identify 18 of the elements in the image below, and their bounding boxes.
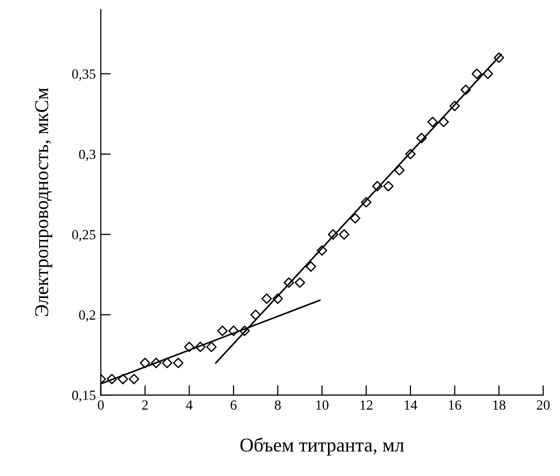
y-axis-title: Электропроводность, мкСм (35, 88, 52, 316)
y-tick-label: 0,15 (72, 390, 96, 402)
y-tick-label: 0,25 (72, 230, 96, 242)
y-tick-label: 0,3 (79, 150, 96, 162)
x-tick-label: 12 (360, 400, 372, 410)
x-tick-label: 0 (98, 400, 104, 410)
x-tick-label: 10 (316, 400, 328, 410)
y-tick-label: 0,35 (72, 69, 96, 81)
x-tick-label: 20 (536, 400, 550, 410)
x-tick-label: 4 (186, 400, 193, 410)
x-tick-label: 2 (142, 400, 148, 410)
x-tick-label: 16 (448, 400, 462, 410)
x-axis-title: Объем титранта, мл (240, 438, 404, 456)
x-tick-label: 6 (230, 400, 237, 410)
y-tick-label: 0,2 (79, 310, 96, 322)
x-tick-label: 8 (274, 400, 281, 410)
x-tick-label: 18 (493, 400, 506, 410)
x-tick-label: 14 (404, 400, 418, 410)
